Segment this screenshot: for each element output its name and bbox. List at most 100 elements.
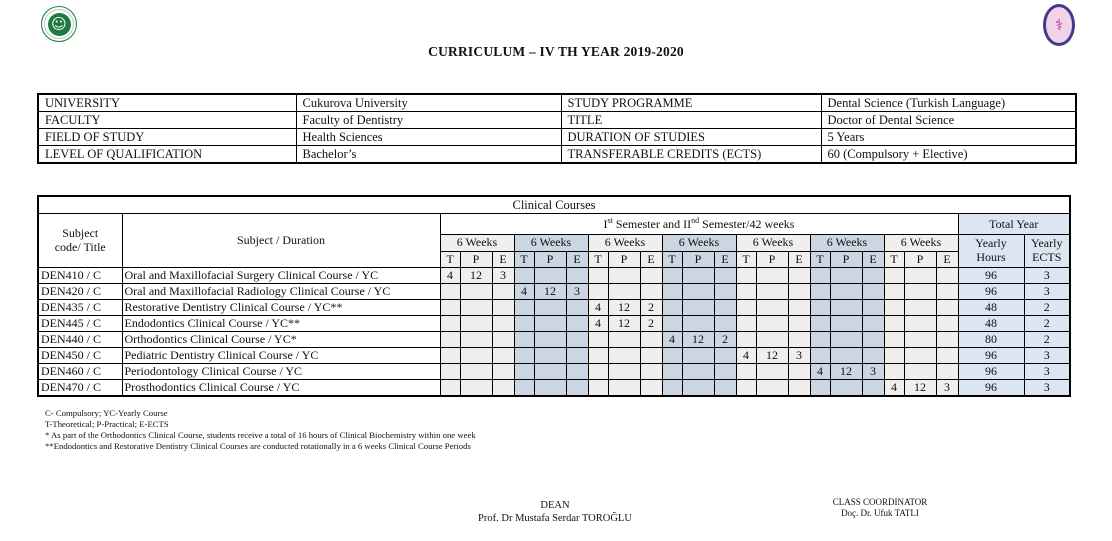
tpe-value-cell bbox=[439, 347, 461, 364]
yearly-ects-cell: 2 bbox=[1023, 331, 1071, 348]
tpe-value-cell: 4 bbox=[809, 363, 831, 380]
tpe-value-cell bbox=[809, 299, 831, 316]
yearly-ects-cell: 3 bbox=[1023, 283, 1071, 300]
tpe-value-cell bbox=[533, 331, 567, 348]
tpe-value-cell bbox=[861, 267, 885, 284]
course-code-cell: DEN460 / C bbox=[37, 363, 123, 380]
tpe-value-cell bbox=[439, 315, 461, 332]
course-code-cell: DEN450 / C bbox=[37, 347, 123, 364]
tpe-value-cell bbox=[491, 331, 515, 348]
tpe-value-cell bbox=[903, 283, 937, 300]
tpe-value-cell bbox=[661, 363, 683, 380]
tpe-value-cell: 12 bbox=[459, 267, 493, 284]
tpe-value-cell bbox=[903, 363, 937, 380]
tpe-header-cell: E bbox=[639, 251, 663, 268]
week-group-header: 6 Weeks bbox=[439, 234, 515, 252]
tpe-value-cell bbox=[735, 299, 757, 316]
tpe-value-cell: 12 bbox=[755, 347, 789, 364]
tpe-value-cell bbox=[735, 315, 757, 332]
yearly-hours-header: Yearly Hours bbox=[957, 234, 1025, 268]
tpe-value-cell: 4 bbox=[883, 379, 905, 397]
tpe-value-cell bbox=[861, 315, 885, 332]
tpe-value-cell bbox=[661, 299, 683, 316]
footnote-line: T-Theoretical; P-Practical; E-ECTS bbox=[45, 419, 169, 429]
info-label-cell: STUDY PROGRAMME bbox=[560, 93, 822, 112]
tpe-value-cell bbox=[513, 347, 535, 364]
tpe-value-cell bbox=[565, 315, 589, 332]
tpe-value-cell bbox=[755, 379, 789, 397]
tpe-value-cell bbox=[809, 315, 831, 332]
yearly-hours-cell: 80 bbox=[957, 331, 1025, 348]
tpe-value-cell bbox=[681, 299, 715, 316]
tpe-value-cell bbox=[735, 267, 757, 284]
tpe-value-cell bbox=[607, 363, 641, 380]
tpe-value-cell bbox=[607, 347, 641, 364]
info-value-cell: 5 Years bbox=[820, 128, 1077, 146]
tpe-value-cell bbox=[903, 267, 937, 284]
tpe-value-cell bbox=[639, 347, 663, 364]
tpe-header-cell: P bbox=[607, 251, 641, 268]
yearly-ects-cell: 3 bbox=[1023, 363, 1071, 380]
yearly-ects-cell: 2 bbox=[1023, 315, 1071, 332]
tpe-value-cell: 3 bbox=[565, 283, 589, 300]
course-name-cell: Periodontology Clinical Course / YC bbox=[121, 363, 441, 380]
week-group-header: 6 Weeks bbox=[809, 234, 885, 252]
tpe-value-cell bbox=[513, 331, 535, 348]
tpe-value-cell bbox=[491, 283, 515, 300]
dean-signature: DEAN Prof. Dr Mustafa Serdar TOROĞLU bbox=[395, 499, 715, 525]
tpe-value-cell bbox=[439, 331, 461, 348]
tpe-value-cell: 3 bbox=[787, 347, 811, 364]
tpe-value-cell bbox=[735, 363, 757, 380]
tpe-value-cell bbox=[903, 347, 937, 364]
tpe-header-cell: T bbox=[587, 251, 609, 268]
tpe-value-cell bbox=[883, 315, 905, 332]
tpe-value-cell bbox=[935, 299, 959, 316]
tpe-value-cell bbox=[713, 299, 737, 316]
tpe-value-cell bbox=[491, 315, 515, 332]
info-label-cell: FACULTY bbox=[37, 111, 297, 129]
course-code-cell: DEN420 / C bbox=[37, 283, 123, 300]
tpe-value-cell bbox=[935, 315, 959, 332]
yearly-hours-cell: 96 bbox=[957, 347, 1025, 364]
tpe-value-cell bbox=[713, 363, 737, 380]
info-row: LEVEL OF QUALIFICATION Bachelor’s TRANSFER… bbox=[37, 145, 1077, 164]
yearly-ects-cell: 2 bbox=[1023, 299, 1071, 316]
yearly-ects-header-line: ECTS bbox=[1032, 250, 1062, 264]
tpe-value-cell bbox=[787, 379, 811, 397]
tpe-header-cell: T bbox=[883, 251, 905, 268]
week-group-header: 6 Weeks bbox=[661, 234, 737, 252]
tpe-value-cell bbox=[755, 331, 789, 348]
week-group-header: 6 Weeks bbox=[735, 234, 811, 252]
tpe-value-cell bbox=[935, 331, 959, 348]
tpe-value-cell bbox=[713, 267, 737, 284]
tpe-value-cell bbox=[587, 347, 609, 364]
tpe-value-cell bbox=[713, 283, 737, 300]
tpe-value-cell bbox=[533, 379, 567, 397]
week-group-header: 6 Weeks bbox=[587, 234, 663, 252]
footnotes: C- Compulsory; YC-Yearly Course T-Theoret… bbox=[45, 408, 476, 452]
tpe-value-cell bbox=[935, 347, 959, 364]
tpe-value-cell bbox=[565, 331, 589, 348]
tpe-value-cell: 2 bbox=[639, 299, 663, 316]
tpe-header-cell: E bbox=[491, 251, 515, 268]
info-value-cell: 60 (Compulsory + Elective) bbox=[820, 145, 1077, 164]
semester-header-superscript: st bbox=[607, 216, 613, 225]
tpe-value-cell bbox=[903, 331, 937, 348]
info-row: FIELD OF STUDY Health Sciences DURATION OF… bbox=[37, 128, 1077, 146]
tpe-value-cell bbox=[639, 363, 663, 380]
page-title: CURRICULUM – IV TH YEAR 2019-2020 bbox=[428, 44, 684, 59]
tpe-value-cell bbox=[735, 379, 757, 397]
tpe-value-cell bbox=[681, 283, 715, 300]
tpe-value-cell bbox=[755, 283, 789, 300]
tpe-value-cell bbox=[661, 379, 683, 397]
course-name-cell: Pediatric Dentistry Clinical Course / YC bbox=[121, 347, 441, 364]
tpe-value-cell bbox=[639, 283, 663, 300]
subject-code-header-line: Subject bbox=[62, 226, 99, 241]
tpe-value-cell bbox=[639, 331, 663, 348]
tpe-header-cell: T bbox=[735, 251, 757, 268]
tpe-header-cell: E bbox=[713, 251, 737, 268]
tpe-value-cell bbox=[681, 363, 715, 380]
tpe-value-cell: 12 bbox=[607, 315, 641, 332]
tpe-header-cell: P bbox=[829, 251, 863, 268]
tpe-value-cell bbox=[787, 299, 811, 316]
